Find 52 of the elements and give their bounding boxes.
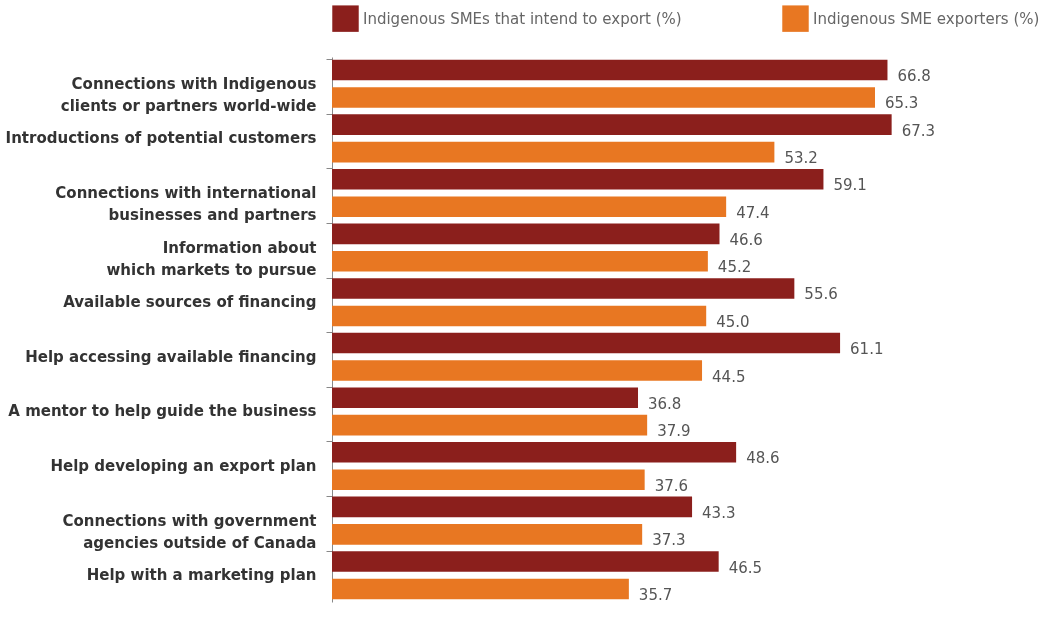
data-label: 45.0 xyxy=(716,312,750,331)
bar xyxy=(332,114,892,135)
data-label: 61.1 xyxy=(850,340,884,359)
y-tick-label: Available sources of financing xyxy=(63,293,317,312)
bar xyxy=(332,59,888,81)
bar xyxy=(332,524,643,545)
bar xyxy=(332,305,707,327)
data-label: 53.2 xyxy=(784,149,818,168)
y-tick-label: Help developing an export plan xyxy=(50,457,317,476)
data-label: 45.2 xyxy=(717,258,752,277)
data-label: 37.6 xyxy=(654,476,689,495)
bar xyxy=(332,441,737,463)
data-label: 36.8 xyxy=(648,394,682,413)
bar xyxy=(332,387,639,408)
bar xyxy=(332,223,720,245)
data-label: 48.6 xyxy=(746,449,780,468)
data-label: 43.3 xyxy=(702,503,736,522)
legend-label: Indigenous SMEs that intend to export (%) xyxy=(363,9,682,28)
legend-label: Indigenous SME exporters (%) xyxy=(813,9,1040,28)
y-tick-label: Help with a marketing plan xyxy=(86,566,317,585)
data-label: 66.8 xyxy=(897,67,931,86)
data-label: 37.3 xyxy=(652,531,686,550)
data-label: 46.6 xyxy=(729,230,763,249)
bar xyxy=(332,496,693,518)
data-label: 55.6 xyxy=(804,285,838,304)
bar xyxy=(332,196,727,218)
bar xyxy=(332,332,841,354)
y-tick-label: Connections with government agencies outside of Canada xyxy=(62,511,317,552)
bar xyxy=(332,360,703,381)
bar xyxy=(332,141,775,163)
data-label: 35.7 xyxy=(638,585,673,604)
bar xyxy=(332,278,795,299)
y-tick-label: Connections with international businesses and partners xyxy=(55,183,317,224)
data-label: 46.5 xyxy=(728,558,763,577)
bar xyxy=(332,414,648,436)
data-label: 65.3 xyxy=(885,94,919,113)
y-tick-label: Help accessing available financing xyxy=(25,347,317,366)
data-label: 44.5 xyxy=(712,367,746,386)
y-tick-label: Introductions of potential customers xyxy=(5,129,317,148)
y-tick-label: A mentor to help guide the business xyxy=(8,402,317,421)
data-label: 47.4 xyxy=(736,203,770,222)
y-tick-label: Connections with Indigenous clients or partners world-wide xyxy=(60,74,317,115)
y-tick-label: Information about which markets to pursue xyxy=(106,238,317,279)
bar xyxy=(332,87,875,108)
bar xyxy=(332,168,824,190)
bar xyxy=(332,578,629,600)
bar xyxy=(332,551,719,572)
bar xyxy=(332,251,708,272)
data-label: 67.3 xyxy=(901,121,936,140)
bar xyxy=(332,469,645,491)
data-label: 59.1 xyxy=(833,176,867,195)
data-label: 37.9 xyxy=(657,422,691,441)
